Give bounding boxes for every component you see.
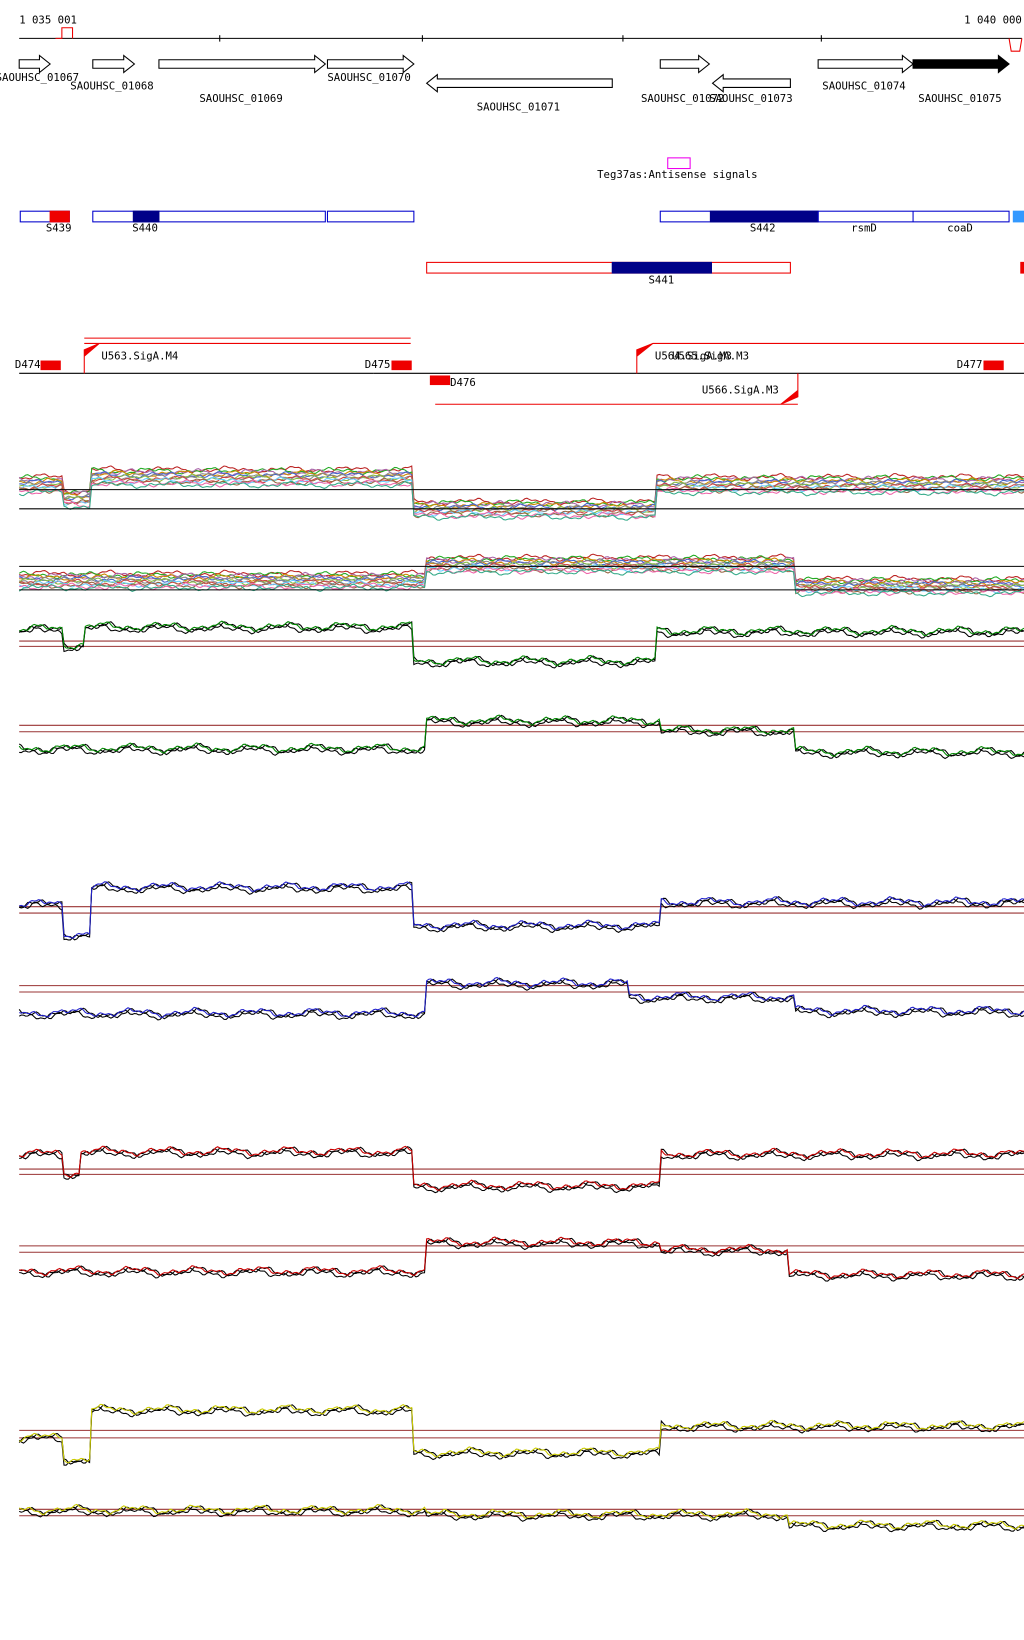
trace [19, 564, 1024, 595]
trace [18, 480, 1024, 521]
gene-arrow [711, 73, 791, 93]
gene-arrow [326, 54, 415, 74]
promoter-box [391, 360, 412, 371]
trace [18, 621, 1024, 668]
promoter-label: U566.SigA.M3 [702, 383, 779, 396]
trace [18, 567, 1024, 598]
gene-arrow [817, 54, 914, 74]
promoter-label: D476 [450, 376, 476, 389]
trace [19, 1237, 1024, 1281]
trace [18, 1404, 1024, 1465]
promoter-flag [780, 373, 799, 405]
segment-label: coaD [947, 221, 973, 234]
promoter-flag [83, 342, 100, 374]
trace [18, 472, 1024, 513]
gene-arrow [18, 54, 51, 74]
trace [18, 714, 1024, 759]
gene-label: SAOUHSC_01069 [199, 92, 282, 105]
trace [19, 976, 1024, 1019]
trace [19, 557, 1024, 588]
antisense-label: Teg37as:Antisense signals [597, 168, 757, 181]
gene-label: SAOUHSC_01067 [0, 71, 79, 84]
trace [19, 1148, 1024, 1194]
gene-arrow [912, 54, 1010, 74]
segment [326, 210, 415, 223]
segment-label: S442 [750, 221, 776, 234]
trace [18, 979, 1024, 1021]
gene-arrow [158, 54, 327, 74]
ruler-end: 1 040 000 [964, 13, 1022, 26]
ruler-marker [55, 27, 74, 39]
gene-arrow [425, 73, 613, 93]
trace [19, 1236, 1024, 1280]
promoter-label: U563.SigA.M4 [101, 349, 178, 362]
trace [18, 714, 1024, 757]
promoter-label: D474 [15, 358, 41, 371]
gene-label: SAOUHSC_01068 [70, 79, 153, 92]
trace [18, 623, 1024, 669]
promoter-label: D477 [957, 358, 983, 371]
trace [18, 1406, 1024, 1466]
trace [19, 620, 1024, 667]
trace [19, 1506, 1024, 1533]
gene-label: SAOUHSC_01071 [477, 101, 560, 114]
promoter-label: D475 [365, 358, 391, 371]
segment [92, 210, 326, 223]
antisense-box [667, 157, 691, 170]
trace [19, 1403, 1024, 1464]
trace [19, 881, 1024, 941]
segment [709, 210, 819, 223]
trace [19, 717, 1024, 760]
segment [426, 261, 791, 274]
ruler-marker [1008, 38, 1023, 52]
trace [18, 1145, 1024, 1191]
segment [659, 210, 1010, 223]
trace [19, 471, 1024, 512]
segment [611, 261, 712, 274]
promoter-label: U564.SigA.M3 [655, 349, 732, 362]
trace [19, 1503, 1024, 1530]
trace [19, 883, 1024, 941]
trace [19, 566, 1024, 596]
gene-label: SAOUHSC_01075 [918, 92, 1001, 105]
segment [1012, 210, 1024, 223]
segment [132, 210, 160, 223]
gene-arrow [659, 54, 711, 74]
segment-label: S439 [46, 221, 72, 234]
promoter-box [429, 375, 451, 386]
promoter-label: U565.SigA.M3 [672, 349, 749, 362]
trace [18, 476, 1024, 517]
segment [49, 210, 70, 223]
trace [18, 558, 1024, 589]
segment [1020, 261, 1024, 274]
gene-label: SAOUHSC_01070 [327, 71, 410, 84]
promoter-box [40, 360, 61, 371]
gene-label: SAOUHSC_01072 [641, 92, 724, 105]
promoter-flag [636, 342, 654, 374]
gene-label: SAOUHSC_01074 [822, 79, 905, 92]
trace [19, 465, 1024, 506]
promoter-box [983, 360, 1004, 371]
segment-label: rsmD [851, 221, 877, 234]
trace [19, 479, 1024, 520]
gene-arrow [92, 54, 136, 74]
segment-label: S441 [648, 274, 674, 287]
segment-label: S440 [132, 221, 158, 234]
trace [19, 881, 1024, 939]
trace [18, 977, 1024, 1020]
ruler-start: 1 035 001 [19, 13, 77, 26]
gene-label: SAOUHSC_01073 [709, 92, 792, 105]
trace [19, 1504, 1024, 1532]
